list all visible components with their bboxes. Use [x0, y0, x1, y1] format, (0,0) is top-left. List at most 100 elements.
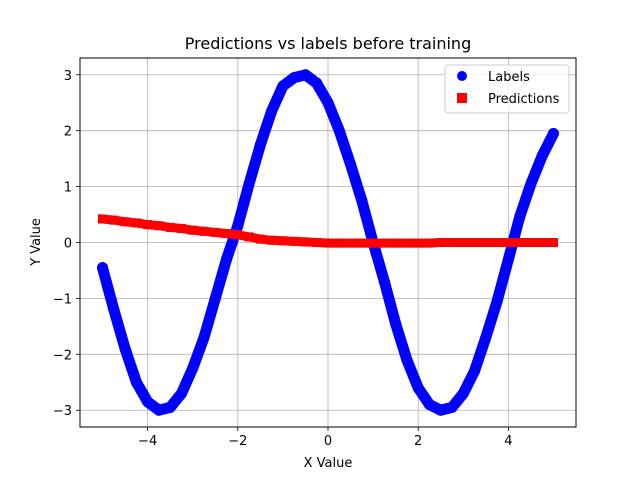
predictions-point — [165, 222, 175, 232]
labels-point — [356, 195, 368, 207]
labels-point — [164, 401, 176, 413]
predictions-point — [323, 238, 333, 248]
predictions-point — [526, 238, 536, 247]
chart-title: Predictions vs labels before training — [185, 34, 471, 53]
y-tick-label: 1 — [64, 181, 72, 196]
legend-labels-marker — [457, 71, 467, 81]
legend-box — [444, 64, 570, 114]
predictions-point — [424, 238, 434, 248]
legend-predictions-marker — [457, 93, 467, 103]
legend: Labels Predictions — [444, 64, 570, 114]
labels-point — [412, 382, 424, 394]
y-axis-label: Y Value — [29, 218, 44, 267]
labels-point — [525, 178, 537, 190]
labels-point — [401, 354, 413, 366]
labels-point — [277, 80, 289, 92]
labels-point — [266, 105, 278, 117]
x-tick-label: 2 — [414, 434, 422, 449]
legend-predictions-text: Predictions — [488, 92, 560, 107]
x-axis-label: X Value — [304, 456, 353, 471]
predictions-point — [300, 237, 310, 247]
labels-point — [232, 220, 244, 232]
labels-point — [435, 404, 447, 416]
labels-point — [446, 401, 458, 413]
predictions-point — [278, 236, 288, 246]
predictions-point — [447, 238, 457, 247]
predictions-point — [357, 238, 367, 248]
predictions-point — [154, 221, 164, 231]
predictions-point — [131, 218, 141, 228]
predictions-point — [537, 238, 547, 247]
labels-point — [243, 178, 255, 190]
labels-point — [390, 318, 402, 330]
labels-point — [175, 387, 187, 399]
legend-labels-text: Labels — [488, 70, 530, 85]
predictions-point — [289, 236, 299, 246]
predictions-point — [244, 232, 254, 242]
predictions-point — [312, 238, 322, 247]
predictions-point — [143, 220, 153, 230]
x-tick-label: −4 — [138, 434, 157, 449]
labels-point — [119, 343, 131, 355]
predictions-point — [481, 238, 491, 247]
predictions-point — [120, 217, 130, 227]
labels-point — [221, 253, 233, 265]
labels-point — [423, 399, 435, 411]
labels-point — [514, 211, 526, 223]
predictions-point — [368, 238, 378, 248]
plot-area — [97, 69, 559, 416]
labels-point — [299, 69, 311, 81]
x-tick-label: 0 — [324, 434, 332, 449]
predictions-point — [267, 235, 277, 245]
y-tick-label: 2 — [64, 125, 72, 140]
predictions-point — [515, 238, 525, 247]
predictions-point — [222, 229, 232, 239]
predictions-point — [470, 238, 480, 247]
y-tick-label: 0 — [64, 237, 72, 252]
predictions-point — [402, 238, 412, 248]
labels-point — [142, 396, 154, 408]
predictions-point — [492, 238, 502, 247]
labels-point — [502, 253, 514, 265]
labels-point — [547, 127, 559, 139]
labels-point — [209, 292, 221, 304]
labels-point — [198, 332, 210, 344]
labels-point — [322, 97, 334, 109]
predictions-point — [255, 234, 265, 244]
predictions-point — [379, 238, 389, 248]
predictions-point — [210, 227, 220, 237]
predictions-point — [548, 238, 558, 247]
predictions-point — [199, 226, 209, 236]
predictions-point — [334, 238, 344, 248]
labels-point — [311, 77, 323, 89]
predictions-point — [176, 224, 186, 234]
predictions-point — [413, 238, 423, 248]
labels-point — [457, 387, 469, 399]
predictions-point — [109, 215, 119, 225]
labels-point — [153, 404, 165, 416]
predictions-point — [503, 238, 513, 247]
labels-point — [97, 262, 109, 274]
predictions-point — [436, 238, 446, 247]
labels-point — [378, 276, 390, 288]
labels-point — [108, 304, 120, 316]
labels-point — [469, 365, 481, 377]
predictions-point — [233, 230, 243, 240]
labels-point — [130, 376, 142, 388]
ticks: −4 −2 0 2 4 −3 −2 −1 0 1 2 3 — [53, 69, 513, 449]
y-tick-label: −2 — [53, 348, 72, 363]
x-tick-label: −2 — [228, 434, 247, 449]
labels-point — [491, 295, 503, 307]
predictions-point — [98, 214, 108, 224]
labels-point — [254, 139, 266, 151]
y-tick-label: 3 — [64, 69, 72, 84]
predictions-point — [391, 238, 401, 248]
predictions-point — [346, 238, 356, 248]
x-tick-label: 4 — [504, 434, 512, 449]
labels-point — [187, 362, 199, 374]
y-tick-label: −1 — [53, 292, 72, 307]
labels-point — [480, 332, 492, 344]
predictions-point — [188, 225, 198, 235]
labels-point — [333, 125, 345, 137]
